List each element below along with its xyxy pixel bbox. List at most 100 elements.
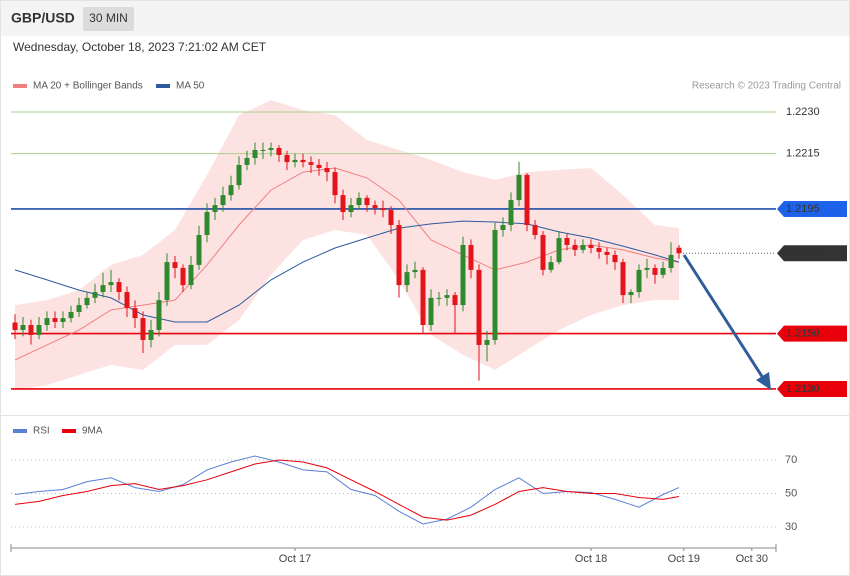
level-badge (777, 200, 847, 217)
indicator-line (14, 459, 680, 521)
y-tick-label: 70 (785, 454, 797, 466)
candle-body (52, 318, 58, 322)
candle-body (316, 164, 322, 168)
level-label: 1.2215 (786, 147, 820, 159)
candle-body (276, 148, 282, 155)
candle-body (476, 269, 482, 345)
candle-body (412, 269, 418, 273)
candle-body (404, 272, 410, 286)
candle-body (660, 267, 666, 275)
legend-swatch (62, 429, 76, 433)
candle-body (324, 167, 330, 173)
candle-body (108, 282, 114, 286)
candle-body (196, 234, 202, 265)
candle-body (12, 322, 18, 330)
candle-body (204, 212, 210, 235)
candle-body (172, 262, 178, 268)
bollinger-band (15, 100, 679, 391)
level-label: 1.2130 (786, 383, 820, 395)
candle-body (300, 159, 306, 163)
rsi-panel: 30 50 70 RSI 9MA Oct 17 Oct 18 Oct 19 Oct 30 (10, 426, 797, 565)
candle-body (564, 238, 570, 245)
candle-body (452, 295, 458, 306)
candle-body (268, 148, 274, 150)
forecast-arrow (682, 254, 771, 390)
legend-label: MA 20 + Bollinger Bands (33, 81, 143, 92)
candle-body (236, 164, 242, 186)
legend-swatch (13, 84, 27, 88)
candle-body (444, 295, 450, 298)
candle-body (244, 157, 250, 165)
candle-body (628, 292, 634, 296)
candle-body (420, 269, 426, 326)
candle-body (92, 292, 98, 298)
candle-body (76, 305, 82, 312)
header-bar (1, 1, 849, 36)
candle-body (372, 205, 378, 209)
candle-body (260, 149, 266, 151)
candle-body (212, 205, 218, 213)
candle-body (428, 297, 434, 326)
legend-label: 9MA (82, 426, 103, 437)
candle-body (636, 269, 642, 293)
candle-body (500, 225, 506, 231)
candle-body (44, 318, 50, 326)
candle-body (460, 244, 466, 306)
x-tick-label: Oct 19 (668, 553, 700, 565)
level-label: 1.2195 (786, 203, 820, 215)
candle-body (116, 282, 122, 293)
candle-body (436, 297, 442, 299)
level-label: 1.2230 (786, 106, 820, 118)
candle-body (596, 248, 602, 252)
level-badge (777, 245, 847, 262)
level-badge (777, 325, 847, 342)
candle-body (612, 254, 618, 263)
candle-body (468, 244, 474, 270)
candle-body (548, 262, 554, 270)
candle-body (180, 267, 186, 286)
candle-body (148, 329, 154, 340)
candle-body (524, 174, 530, 226)
candle-body (188, 264, 194, 286)
arrow-shaft (682, 254, 765, 379)
candle-body (580, 244, 586, 250)
candle-body (308, 162, 314, 165)
candle-body (364, 197, 370, 206)
timestamp: Wednesday, October 18, 2023 7:21:02 AM C… (13, 40, 267, 54)
interval-badge[interactable] (83, 7, 134, 31)
candle-body (332, 172, 338, 196)
candle-body (620, 262, 626, 296)
candle-body (132, 308, 138, 319)
interval: 30 MIN (89, 11, 128, 25)
candle-body (492, 230, 498, 340)
candle-body (388, 210, 394, 226)
level-badge (777, 380, 847, 397)
candle-body (292, 159, 298, 163)
candle-body (36, 325, 42, 335)
candle-body (508, 200, 514, 226)
candle-body (340, 195, 346, 213)
candle-body (532, 225, 538, 235)
x-tick-label: Oct 30 (736, 553, 768, 565)
candle-body (100, 285, 106, 293)
source: Research © 2023 Trading Central (692, 81, 841, 92)
candle-body (668, 254, 674, 268)
candle-body (676, 247, 682, 254)
legend-swatch (156, 84, 170, 88)
symbol: GBP/USD (11, 10, 75, 26)
candle-body (68, 311, 74, 319)
y-tick-label: 50 (785, 487, 797, 499)
candle-body (484, 339, 490, 345)
candle-body (140, 318, 146, 340)
x-tick-label: Oct 18 (575, 553, 607, 565)
x-tick-label: Oct 17 (279, 553, 311, 565)
level-label: 1.2150 (786, 327, 820, 339)
y-tick-label: 30 (785, 521, 797, 533)
candle-body (284, 154, 290, 163)
candle-body (396, 225, 402, 286)
candle-body (124, 292, 130, 309)
candle-body (380, 208, 386, 211)
legend-label: RSI (33, 426, 50, 437)
